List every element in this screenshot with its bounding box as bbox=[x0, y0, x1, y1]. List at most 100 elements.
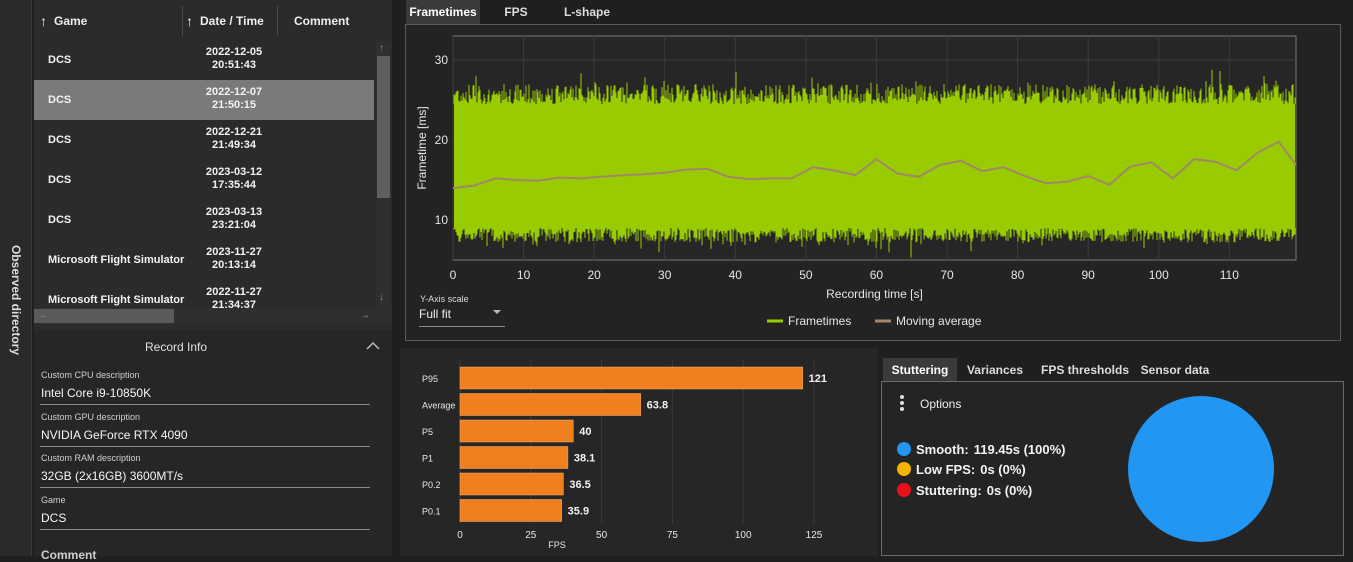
record-datetime: 2022-12-05 20:51:43 bbox=[192, 46, 276, 72]
x-tick-label: 90 bbox=[1081, 268, 1095, 282]
stuttering-legend-item: Low FPS: 0s (0%) bbox=[897, 461, 1026, 477]
options-button[interactable]: Options bbox=[920, 397, 962, 411]
record-datetime: 2022-12-07 21:50:15 bbox=[192, 86, 276, 112]
record-info-field-label: Custom CPU description bbox=[41, 370, 140, 380]
x-tick-label: 60 bbox=[870, 268, 884, 282]
tab-fps[interactable]: FPS bbox=[504, 5, 528, 19]
more-options-icon[interactable] bbox=[900, 395, 904, 413]
scroll-down-icon[interactable]: ↓ bbox=[379, 292, 384, 303]
record-row[interactable]: DCS 2023-03-13 23:21:04 bbox=[34, 200, 374, 240]
record-row[interactable]: DCS 2022-12-07 21:50:15 bbox=[34, 80, 374, 120]
y-tick-label: 20 bbox=[435, 133, 449, 147]
x-tick-label: 80 bbox=[1011, 268, 1025, 282]
bar-value-label: 63.8 bbox=[647, 400, 668, 412]
moving-average-line bbox=[452, 140, 1297, 189]
record-date: 2022-12-21 bbox=[205, 126, 263, 138]
tab-fps-thresholds[interactable]: FPS thresholds bbox=[1040, 362, 1129, 377]
record-game: Microsoft Flight Simulator bbox=[48, 254, 185, 266]
record-info-field-label: Game bbox=[41, 495, 66, 505]
record-row[interactable]: Microsoft Flight Simulator 2023-11-27 20:1… bbox=[34, 240, 374, 280]
legend-value: 119.45s (100%) bbox=[973, 441, 1066, 457]
column-header-game-label: Game bbox=[54, 14, 88, 28]
x-tick-label: 100 bbox=[1149, 268, 1169, 282]
record-date: 2023-03-12 bbox=[205, 166, 263, 178]
records-horizontal-scroll-thumb[interactable] bbox=[34, 309, 174, 323]
column-separator bbox=[182, 6, 183, 36]
legend-label: Stuttering: bbox=[916, 482, 982, 498]
record-time: 20:13:14 bbox=[211, 259, 257, 271]
legend-label: Frametimes bbox=[788, 314, 851, 328]
record-info-field-value[interactable]: Intel Core i9-10850K bbox=[41, 386, 152, 400]
record-time: 20:51:43 bbox=[211, 59, 257, 71]
bar-value-label: 121 bbox=[809, 373, 827, 385]
fps-bar bbox=[459, 446, 569, 469]
column-header-comment[interactable]: Comment bbox=[294, 6, 374, 36]
field-underline bbox=[40, 446, 370, 447]
x-tick-label: 10 bbox=[517, 268, 531, 282]
stuttering-legend-item: Smooth: 119.45s (100%) bbox=[897, 441, 1066, 457]
record-row[interactable]: Microsoft Flight Simulator 2022-11-27 21:3… bbox=[34, 280, 374, 308]
record-info-field-value[interactable]: 32GB (2x16GB) 3600MT/s bbox=[41, 469, 184, 483]
record-row[interactable]: DCS 2023-03-12 17:35:44 bbox=[34, 160, 374, 200]
record-info-panel bbox=[34, 330, 392, 556]
tab-stuttering[interactable]: Stuttering bbox=[883, 358, 957, 381]
x-tick-label: 0 bbox=[450, 268, 457, 282]
record-game: DCS bbox=[48, 54, 72, 66]
record-game: DCS bbox=[48, 94, 72, 106]
record-date: 2022-12-05 bbox=[205, 46, 263, 58]
record-time: 17:35:44 bbox=[211, 179, 257, 191]
record-info-field-label: Custom RAM description bbox=[41, 453, 141, 463]
field-underline bbox=[40, 404, 370, 405]
x-tick-label: 70 bbox=[940, 268, 954, 282]
tab-variances[interactable]: Variances bbox=[966, 362, 1024, 377]
stuttering-pie-slice-smooth bbox=[1128, 396, 1274, 542]
x-axis-label: Recording time [s] bbox=[826, 287, 923, 301]
column-header-game[interactable]: ↑ Game bbox=[40, 6, 184, 36]
tab-sensor-data[interactable]: Sensor data bbox=[1140, 362, 1210, 377]
x-tick-label: 25 bbox=[525, 530, 537, 541]
record-row[interactable]: DCS 2022-12-21 21:49:34 bbox=[34, 120, 374, 160]
scroll-right-icon[interactable]: → bbox=[360, 310, 370, 321]
legend-label: Moving average bbox=[896, 314, 982, 328]
sort-up-icon: ↑ bbox=[186, 13, 193, 29]
x-tick-label: 0 bbox=[457, 530, 463, 541]
record-time: 23:21:04 bbox=[211, 219, 257, 231]
scroll-up-icon[interactable]: ↑ bbox=[379, 43, 384, 54]
record-info-field-label: Comment bbox=[41, 548, 97, 562]
record-row[interactable]: DCS 2022-12-05 20:51:43 bbox=[34, 40, 374, 80]
observed-directory-sidebar[interactable] bbox=[0, 0, 32, 556]
y-tick-label: 30 bbox=[435, 53, 449, 67]
legend-value: 0s (0%) bbox=[986, 482, 1033, 498]
record-datetime: 2022-11-27 21:34:37 bbox=[192, 286, 276, 308]
bar-category-label: Average bbox=[422, 401, 455, 411]
tab-l-shape[interactable]: L-shape bbox=[563, 5, 610, 19]
record-info-field-value[interactable]: NVIDIA GeForce RTX 4090 bbox=[41, 428, 188, 442]
x-tick-label: 75 bbox=[667, 530, 679, 541]
record-game: DCS bbox=[48, 174, 72, 186]
record-date: 2022-11-27 bbox=[206, 286, 262, 298]
field-underline bbox=[40, 529, 370, 530]
bar-value-label: 38.1 bbox=[574, 453, 595, 465]
y-axis-scale-select[interactable]: Full fit bbox=[419, 305, 505, 327]
record-datetime: 2023-03-12 17:35:44 bbox=[192, 166, 276, 192]
records-vertical-scroll-thumb[interactable] bbox=[377, 56, 390, 198]
column-header-date[interactable]: ↑ Date / Time bbox=[186, 6, 278, 36]
record-info-field-value[interactable]: DCS bbox=[41, 511, 67, 525]
bar-category-label: P1 bbox=[422, 454, 433, 464]
fps-bar bbox=[459, 393, 641, 416]
collapse-chevron-icon[interactable] bbox=[366, 341, 380, 351]
bar-category-label: P0.1 bbox=[422, 507, 441, 517]
legend-color-dot bbox=[897, 462, 911, 476]
fps-bar bbox=[459, 419, 574, 443]
record-time: 21:50:15 bbox=[211, 99, 257, 111]
tab-frametimes[interactable]: Frametimes bbox=[406, 0, 480, 24]
bar-value-label: 40 bbox=[579, 426, 591, 438]
legend-label: Smooth: bbox=[916, 441, 969, 457]
legend-value: 0s (0%) bbox=[980, 461, 1026, 477]
bar-category-label: P5 bbox=[422, 427, 433, 437]
frametimes-spikes-lower bbox=[453, 228, 1296, 258]
observed-directory-tab[interactable]: Observed directory bbox=[0, 0, 32, 556]
scroll-left-icon[interactable]: ← bbox=[39, 310, 49, 321]
fps-bar bbox=[459, 472, 564, 496]
record-date: 2023-03-13 bbox=[205, 206, 263, 218]
